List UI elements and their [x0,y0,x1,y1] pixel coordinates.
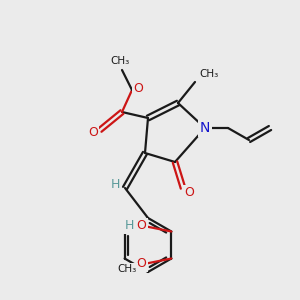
Text: H: H [110,178,120,190]
Text: CH₃: CH₃ [118,265,137,275]
Text: CH₃: CH₃ [199,69,218,79]
Text: O: O [136,257,146,270]
Text: CH₃: CH₃ [110,56,130,66]
Text: O: O [88,125,98,139]
Text: O: O [136,219,146,232]
Text: O: O [184,187,194,200]
Text: H: H [125,219,134,232]
Text: O: O [133,82,143,94]
Text: N: N [200,121,210,135]
